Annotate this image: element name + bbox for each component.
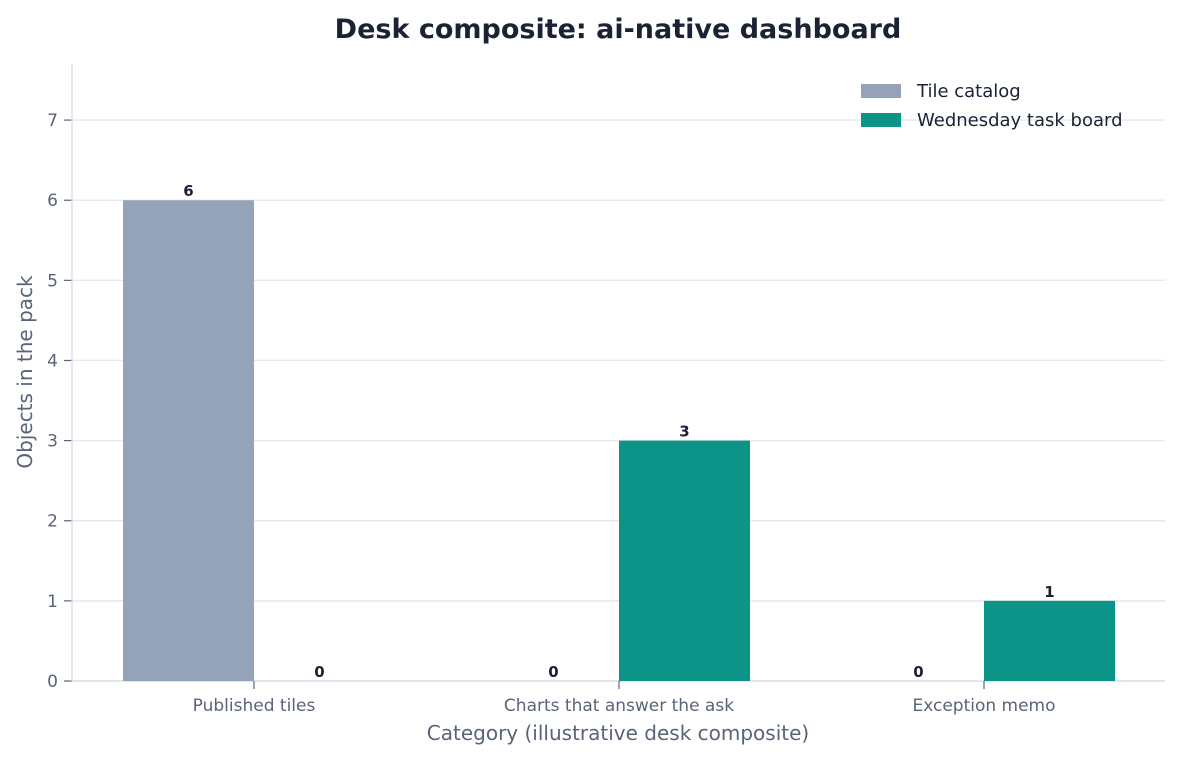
y-tick-label: 0 [47,672,58,692]
legend-swatch [861,113,901,127]
y-tick-label: 1 [47,592,58,612]
y-tick-label: 2 [47,512,58,532]
legend-label: Tile catalog [916,81,1021,102]
bar-value-label: 0 [913,663,923,681]
bar-value-label: 0 [548,663,558,681]
bars [123,200,1115,682]
bar [619,440,750,681]
bar [123,200,254,682]
bar-value-label: 6 [183,182,193,200]
y-tick-label: 4 [47,351,58,371]
y-tick-label: 7 [47,111,58,131]
x-axis-label: Category (illustrative desk composite) [427,721,809,745]
legend-swatch [861,84,901,98]
legend: Tile catalog Wednesday task board [861,81,1123,131]
y-tick-label: 6 [47,191,58,211]
y-axis-label: Objects in the pack [13,275,37,469]
bar [984,600,1115,681]
bar-value-label: 0 [314,663,324,681]
x-tick-label: Charts that answer the ask [504,696,734,716]
y-tick-label: 3 [47,432,58,452]
data-labels: 6 0 0 0 3 1 [183,182,1054,681]
x-tick-label: Exception memo [912,696,1055,716]
y-tick-label: 5 [47,271,58,291]
bar-value-label: 3 [679,423,689,441]
chart-title: Desk composite: ai-native dashboard [335,14,902,45]
bar-value-label: 1 [1044,583,1054,601]
legend-label: Wednesday task board [917,110,1123,131]
grid-lines [72,119,1165,602]
axes: 0 1 2 3 4 5 6 7 Published tiles Charts that answe… [47,64,1165,716]
x-tick-label: Published tiles [193,696,316,716]
